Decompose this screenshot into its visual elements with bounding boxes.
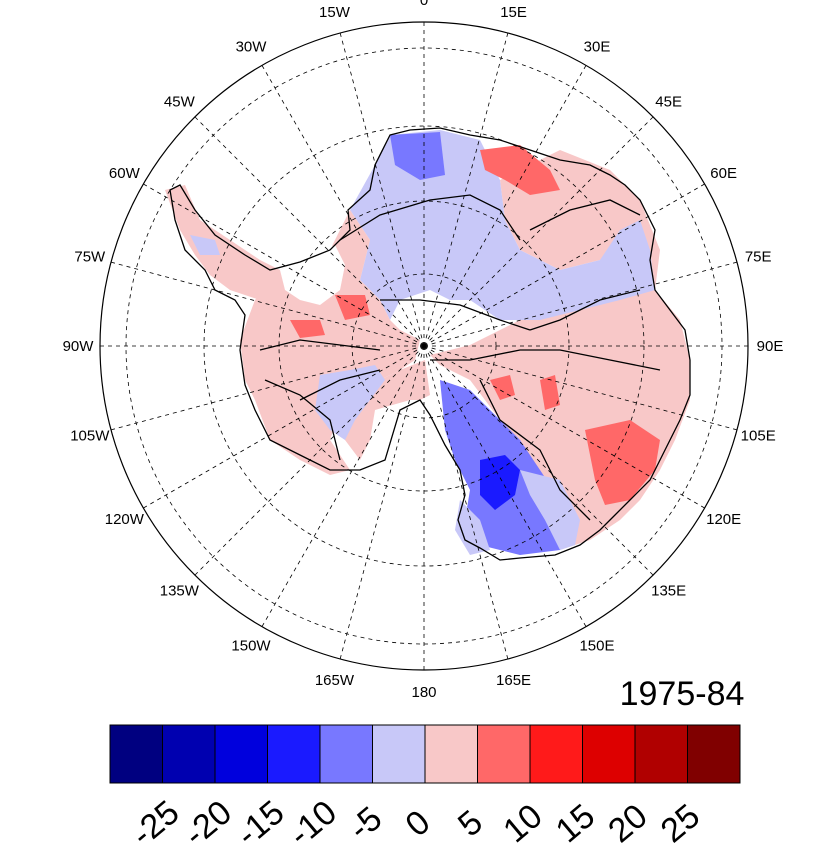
anomaly-region-light-blue-peninsula bbox=[190, 235, 220, 255]
longitude-label: 30W bbox=[236, 38, 268, 55]
longitude-label: 120W bbox=[105, 511, 145, 528]
graticule bbox=[100, 22, 748, 670]
meridian-line bbox=[339, 32, 425, 347]
anomaly-region-red-wilkes bbox=[585, 420, 660, 505]
meridian-line bbox=[110, 345, 425, 431]
meridian-line bbox=[423, 65, 587, 347]
longitude-label: 75E bbox=[745, 248, 772, 265]
longitude-label: 90E bbox=[757, 338, 784, 355]
longitude-label: 150W bbox=[231, 638, 271, 655]
ronne-ice-shelf bbox=[280, 245, 345, 305]
meridian-line bbox=[423, 345, 509, 660]
colorbar-swatch bbox=[634, 724, 688, 784]
longitude-label: 75W bbox=[74, 248, 106, 265]
colorbar-swatch bbox=[162, 724, 216, 784]
colorbar-swatch bbox=[477, 724, 531, 784]
longitude-label: 30E bbox=[584, 38, 611, 55]
longitude-label: 90W bbox=[63, 338, 95, 355]
period-label: 1975-84 bbox=[620, 675, 745, 713]
colorbar-tick-label: 20 bbox=[601, 797, 654, 850]
colorbar-tick-label: 15 bbox=[549, 797, 602, 850]
meridian-line bbox=[110, 261, 425, 347]
meridian-line bbox=[143, 345, 425, 509]
longitude-label: 45E bbox=[655, 93, 682, 110]
colorbar-tick-label: 0 bbox=[398, 803, 437, 844]
map-disc: 0 15E 30E 45E 60E 75E 90E 105E 120E 135E 150E 165E 1… bbox=[63, 0, 784, 701]
meridian-line bbox=[261, 65, 425, 347]
longitude-label: 180 bbox=[411, 684, 436, 701]
colorbar-swatch bbox=[424, 724, 478, 784]
meridian-line bbox=[143, 183, 425, 347]
longitude-label: 60E bbox=[710, 165, 737, 182]
colorbar-tick-label: 10 bbox=[496, 797, 549, 850]
anomaly-region-light-blue-wilkes bbox=[520, 470, 580, 550]
longitude-label: 135E bbox=[651, 583, 686, 600]
longitude-label: 15E bbox=[500, 4, 527, 21]
colorbar-swatch bbox=[529, 724, 583, 784]
meridian-line bbox=[423, 345, 738, 431]
longitude-label: 105W bbox=[70, 428, 110, 445]
anomaly-region-red-dml bbox=[480, 145, 560, 195]
meridian-line bbox=[423, 116, 654, 347]
anomaly-region-negative-weddell bbox=[390, 132, 445, 180]
colorbar-tick-label: 25 bbox=[654, 797, 707, 850]
anomaly-region-peninsula bbox=[165, 185, 300, 300]
colorbar-swatch bbox=[319, 724, 373, 784]
colorbar-swatch bbox=[582, 724, 636, 784]
meridian-line bbox=[423, 345, 705, 509]
meridian-line bbox=[423, 345, 654, 576]
colorbar-tick-label: -5 bbox=[342, 799, 390, 848]
meridian-line bbox=[423, 261, 738, 347]
longitude-labels: 0 15E 30E 45E 60E 75E 90E 105E 120E 135E 150E 165E 1… bbox=[63, 0, 784, 701]
anomaly-region-red-mid bbox=[490, 375, 560, 410]
longitude-label: 120E bbox=[706, 511, 741, 528]
colorbar-swatch bbox=[267, 724, 321, 784]
longitude-label: 150E bbox=[579, 638, 614, 655]
longitude-label: 165E bbox=[496, 672, 531, 689]
colorbar-tick-labels: -25-20-15-10-5 0 5 10 15 20 25 bbox=[124, 793, 707, 854]
longitude-label: 60W bbox=[109, 165, 141, 182]
meridian-line bbox=[261, 345, 425, 627]
colorbar-swatch bbox=[214, 724, 268, 784]
colorbar-swatch bbox=[109, 724, 163, 784]
meridian-line bbox=[194, 345, 425, 576]
longitude-label: 15W bbox=[319, 4, 351, 21]
ross-ice-shelf bbox=[370, 400, 455, 475]
longitude-label: 105E bbox=[741, 428, 776, 445]
colorbar-tick-label: -10 bbox=[282, 793, 344, 854]
meridian-line bbox=[423, 345, 587, 627]
meridian-line bbox=[423, 183, 705, 347]
longitude-label: 135W bbox=[160, 583, 200, 600]
meridian-line bbox=[423, 32, 509, 347]
colorbar-swatch bbox=[372, 724, 426, 784]
colorbar-tick-label: 5 bbox=[451, 803, 490, 844]
anomaly-region-strong-negative bbox=[480, 455, 520, 510]
colorbar bbox=[109, 724, 741, 784]
longitude-label: 165W bbox=[315, 672, 355, 689]
longitude-label: 0 bbox=[420, 0, 428, 9]
longitude-label: 45W bbox=[164, 93, 196, 110]
meridian-line bbox=[339, 345, 425, 660]
colorbar-swatch bbox=[687, 724, 741, 784]
meridian-line bbox=[194, 116, 425, 347]
